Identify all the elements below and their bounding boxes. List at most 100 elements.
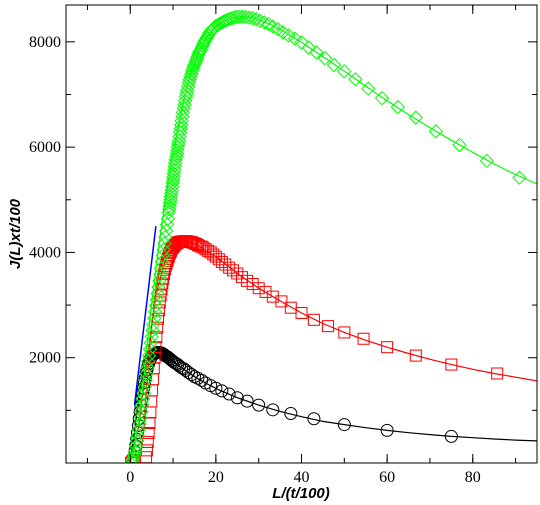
data-point (169, 146, 185, 161)
data-point (252, 398, 266, 412)
data-point (167, 155, 183, 171)
data-point (390, 99, 406, 115)
data-point (193, 43, 208, 58)
data-point (184, 66, 199, 82)
data-point (167, 162, 182, 177)
data-point (408, 110, 424, 125)
data-point (155, 248, 170, 263)
y-axis-title: J(L)xt/100 (7, 198, 24, 269)
data-point (178, 89, 194, 104)
data-point (129, 433, 145, 449)
x-tick-label: 0 (126, 469, 134, 486)
data-point (152, 267, 168, 282)
data-point (199, 30, 215, 45)
data-point (143, 335, 158, 351)
data-point (151, 279, 166, 295)
data-point (261, 16, 276, 32)
data-point (445, 358, 458, 371)
data-point (172, 129, 187, 144)
axis-layer: 0 20 40 60 80 2000 4000 6000 8000 (29, 5, 537, 486)
data-point (147, 304, 163, 320)
series-line (133, 226, 157, 406)
data-point (177, 93, 193, 109)
data-point (294, 35, 309, 50)
data-point (235, 271, 248, 284)
data-point (156, 242, 171, 258)
data-point (381, 341, 394, 354)
data-point (166, 166, 182, 181)
data-point (130, 428, 146, 443)
x-tick-label: 80 (465, 469, 481, 486)
data-point (138, 373, 153, 388)
data-point (152, 273, 167, 289)
data-point (158, 263, 171, 276)
data-point (227, 10, 242, 25)
data-point (176, 100, 191, 116)
data-point (326, 57, 342, 73)
data-point (149, 292, 164, 308)
y-tick-label: 8000 (29, 34, 61, 51)
data-point (139, 366, 154, 382)
data-point (284, 301, 297, 314)
data-point (188, 53, 204, 68)
data-point (199, 376, 213, 390)
data-point (428, 124, 444, 139)
data-point (287, 31, 303, 46)
data-point (175, 105, 191, 120)
data-point (153, 261, 169, 276)
data-point (275, 295, 288, 308)
data-point (491, 367, 504, 380)
data-point (146, 311, 162, 326)
data-point (266, 403, 280, 417)
series-layer (124, 9, 537, 463)
data-point (133, 410, 148, 425)
series-3 (133, 226, 157, 406)
data-point (168, 152, 183, 167)
data-point (409, 349, 422, 362)
data-point (165, 175, 180, 191)
series-line (129, 240, 537, 463)
data-point (125, 452, 141, 463)
data-point (143, 416, 156, 429)
data-point (162, 195, 178, 211)
x-tick-label: 20 (208, 469, 224, 486)
data-point (161, 202, 177, 217)
data-point (145, 323, 160, 338)
data-point (141, 354, 156, 369)
data-point (134, 404, 149, 419)
data-point (159, 217, 175, 232)
data-point (146, 317, 161, 332)
data-point (141, 348, 157, 363)
y-tick-label: 2000 (29, 350, 61, 367)
data-point (307, 412, 321, 426)
data-point (126, 450, 141, 463)
data-point (191, 47, 206, 63)
data-point (195, 373, 209, 387)
data-point (191, 45, 207, 60)
data-point (185, 60, 201, 76)
data-point (180, 79, 196, 94)
y-tick-label: 6000 (29, 139, 61, 156)
data-point (337, 418, 351, 432)
data-point (224, 10, 240, 26)
data-point (307, 313, 320, 326)
data-point (170, 136, 186, 152)
data-point (196, 35, 212, 51)
data-point (161, 205, 176, 220)
data-point (281, 28, 296, 43)
data-point (479, 153, 495, 169)
data-point (252, 13, 268, 29)
data-point (164, 179, 180, 194)
data-point (162, 198, 177, 214)
data-point (270, 22, 286, 37)
data-point (322, 320, 335, 333)
data-point (177, 97, 192, 112)
data-point (157, 236, 172, 251)
data-point (259, 285, 272, 298)
data-point (215, 384, 229, 398)
data-point (129, 438, 144, 454)
data-point (222, 11, 238, 26)
data-point (171, 133, 187, 149)
data-point (160, 211, 176, 226)
